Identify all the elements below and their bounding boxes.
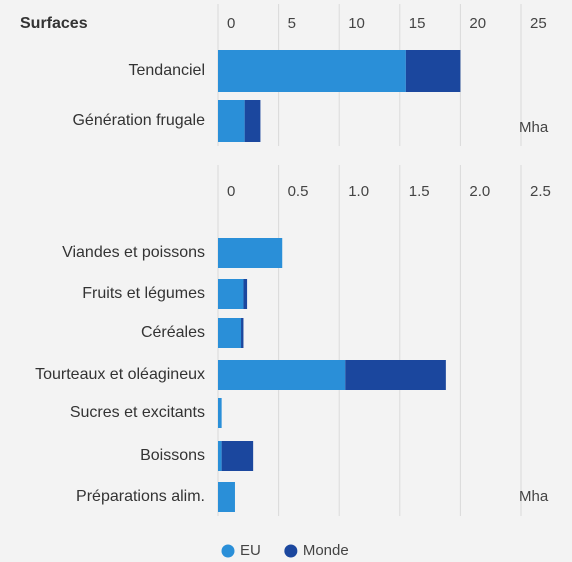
x-tick-label: 2.5 [530,183,551,200]
chart-title: Surfaces [20,15,88,32]
legend-label: Monde [303,542,349,559]
category-label: Viandes et poissons [62,244,205,261]
bar-segment [218,398,222,428]
bar-segment [243,279,248,309]
x-tick-label: 0 [227,183,235,200]
unit-label: Mha [519,119,549,136]
x-tick-label: 5 [288,15,296,32]
legend-marker [284,544,298,558]
bar-segment [405,50,461,92]
x-tick-label: 1.5 [409,183,430,200]
bar-segment [218,318,242,348]
bar-segment [218,279,244,309]
legend-label: EU [240,542,261,559]
legend-marker [221,544,235,558]
category-label: Boissons [140,447,205,464]
category-label: Tourteaux et oléagineux [35,366,205,383]
category-label: Génération frugale [72,112,205,129]
x-tick-label: 1.0 [348,183,369,200]
x-tick-label: 0.5 [288,183,309,200]
category-label: Sucres et excitants [70,404,205,421]
x-tick-label: 0 [227,15,235,32]
bar-segment [345,360,446,390]
bar-segment [218,100,245,142]
bar-segment [241,318,244,348]
bar-segment [218,482,235,512]
bar-segment [218,441,222,471]
bar-segment [221,441,254,471]
x-tick-label: 15 [409,15,426,32]
x-tick-label: 10 [348,15,365,32]
bar-segment [244,100,261,142]
x-tick-label: 2.0 [469,183,490,200]
x-tick-label: 25 [530,15,547,32]
bar-segment [218,50,406,92]
unit-label: Mha [519,488,549,505]
category-label: Préparations alim. [76,488,205,505]
bar-segment [218,360,346,390]
category-label: Fruits et légumes [82,285,205,302]
bar-segment [218,238,283,268]
category-label: Céréales [141,324,205,341]
x-tick-label: 20 [469,15,486,32]
category-label: Tendanciel [129,62,206,79]
